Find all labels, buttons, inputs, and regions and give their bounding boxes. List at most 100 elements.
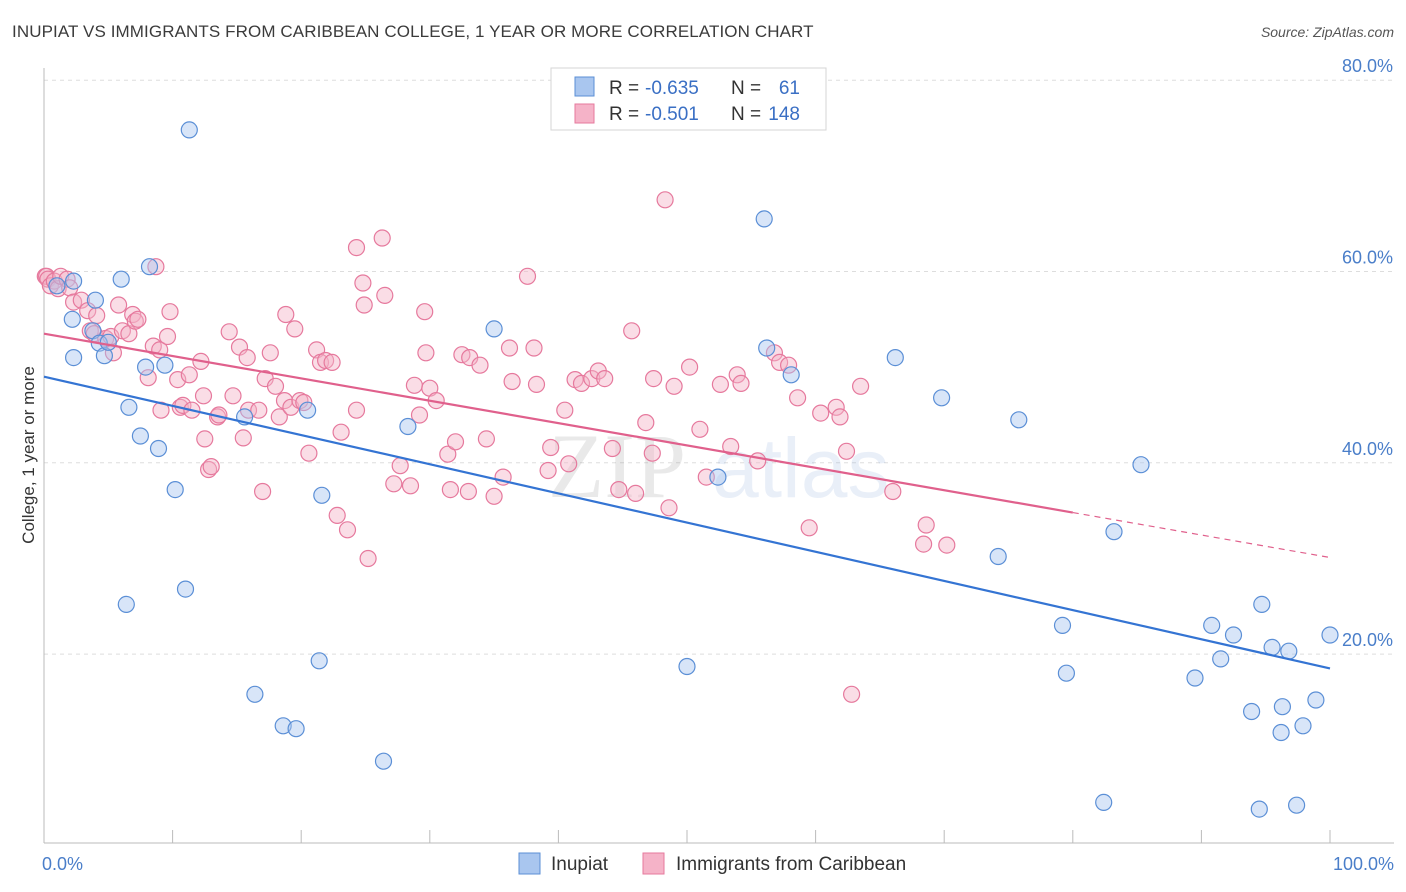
data-point bbox=[391, 457, 409, 475]
data-point bbox=[112, 270, 130, 288]
data-point bbox=[140, 258, 159, 276]
data-point bbox=[274, 717, 292, 735]
data-point bbox=[64, 272, 83, 290]
data-point bbox=[109, 296, 128, 314]
data-point bbox=[485, 487, 503, 505]
data-point bbox=[989, 547, 1007, 566]
data-point bbox=[137, 358, 155, 376]
bottom-swatch-carib bbox=[642, 852, 665, 875]
data-point bbox=[328, 506, 346, 525]
data-point bbox=[277, 305, 295, 324]
data-point bbox=[837, 442, 856, 460]
data-point bbox=[788, 389, 807, 407]
data-point bbox=[64, 349, 83, 367]
y-tick-labels: 20.0% 40.0% 60.0% 80.0% bbox=[1342, 56, 1393, 650]
data-point bbox=[180, 121, 198, 139]
data-point bbox=[405, 376, 423, 394]
series-legend: Inupiat Immigrants from Caribbean bbox=[518, 852, 906, 875]
data-point bbox=[385, 475, 403, 493]
data-point bbox=[542, 438, 560, 457]
x-tick-label-0: 0.0% bbox=[42, 854, 83, 874]
data-point bbox=[261, 344, 279, 362]
legend-swatch-inupiat bbox=[574, 76, 595, 97]
data-point bbox=[623, 322, 641, 340]
bottom-legend-inupiat: Inupiat bbox=[551, 854, 609, 875]
data-point bbox=[560, 455, 578, 473]
legend-r-value-inupiat: -0.635 bbox=[645, 78, 699, 99]
data-point bbox=[180, 366, 198, 384]
data-point bbox=[678, 657, 696, 676]
data-point bbox=[254, 482, 272, 501]
data-point bbox=[459, 482, 477, 501]
y-tick-label: 20.0% bbox=[1342, 630, 1393, 650]
data-point bbox=[691, 420, 709, 438]
data-point bbox=[176, 580, 195, 598]
data-point bbox=[728, 366, 746, 384]
data-point bbox=[938, 536, 956, 554]
legend-r-label-carib: R = bbox=[609, 104, 644, 125]
data-point bbox=[722, 437, 740, 456]
data-point bbox=[117, 595, 135, 614]
data-point bbox=[399, 417, 417, 436]
data-point bbox=[299, 401, 317, 419]
data-point bbox=[300, 444, 318, 462]
data-point bbox=[376, 286, 394, 304]
trend-line-inupiat bbox=[43, 375, 1331, 670]
data-point bbox=[1212, 650, 1230, 668]
data-point bbox=[194, 387, 213, 405]
data-point bbox=[1105, 523, 1123, 541]
watermark-zip: ZIP bbox=[548, 415, 686, 517]
x-tick-marks bbox=[172, 830, 1331, 843]
data-point bbox=[48, 277, 66, 295]
legend-n-value-inupiat: 61 bbox=[779, 78, 800, 99]
data-point bbox=[884, 482, 902, 501]
legend-n-value-carib: 148 bbox=[768, 104, 800, 125]
data-point bbox=[1057, 664, 1076, 682]
y-tick-label: 60.0% bbox=[1342, 248, 1393, 268]
data-point bbox=[637, 414, 655, 432]
data-point bbox=[156, 356, 174, 374]
data-point bbox=[354, 274, 372, 292]
data-point bbox=[596, 370, 614, 388]
caribbean-points bbox=[36, 191, 956, 703]
data-point bbox=[131, 427, 149, 445]
data-point bbox=[812, 404, 830, 422]
data-point bbox=[282, 398, 300, 416]
data-point bbox=[732, 374, 750, 392]
data-point bbox=[1294, 717, 1312, 735]
data-point bbox=[416, 303, 434, 321]
data-point bbox=[129, 310, 147, 328]
gridlines bbox=[44, 79, 1394, 655]
data-point bbox=[914, 535, 933, 553]
data-point bbox=[246, 685, 264, 703]
data-point bbox=[709, 468, 727, 486]
data-point bbox=[317, 351, 335, 370]
legend-r-label-inupiat: R = bbox=[609, 78, 644, 99]
data-point bbox=[851, 377, 870, 395]
data-point bbox=[266, 377, 285, 395]
data-point bbox=[485, 320, 503, 338]
data-point bbox=[72, 291, 90, 309]
data-point bbox=[313, 486, 331, 504]
data-point bbox=[660, 499, 678, 517]
data-point bbox=[338, 521, 357, 539]
data-point bbox=[63, 310, 81, 328]
legend-box bbox=[550, 67, 827, 131]
data-point bbox=[439, 445, 457, 463]
trend-line-carib bbox=[43, 332, 1073, 514]
data-point bbox=[1250, 800, 1268, 818]
data-point bbox=[1307, 691, 1325, 709]
data-point bbox=[200, 460, 218, 479]
watermark-atlas: atlas bbox=[712, 421, 889, 515]
data-point bbox=[680, 358, 699, 376]
data-point bbox=[88, 306, 106, 325]
data-point bbox=[270, 408, 288, 426]
data-point bbox=[665, 377, 683, 395]
data-point bbox=[749, 452, 767, 470]
data-point bbox=[643, 444, 661, 462]
data-point bbox=[286, 320, 304, 338]
data-point bbox=[556, 401, 574, 419]
data-point bbox=[644, 370, 663, 388]
data-point bbox=[139, 369, 157, 387]
y-axis-label: College, 1 year or more bbox=[19, 366, 38, 544]
